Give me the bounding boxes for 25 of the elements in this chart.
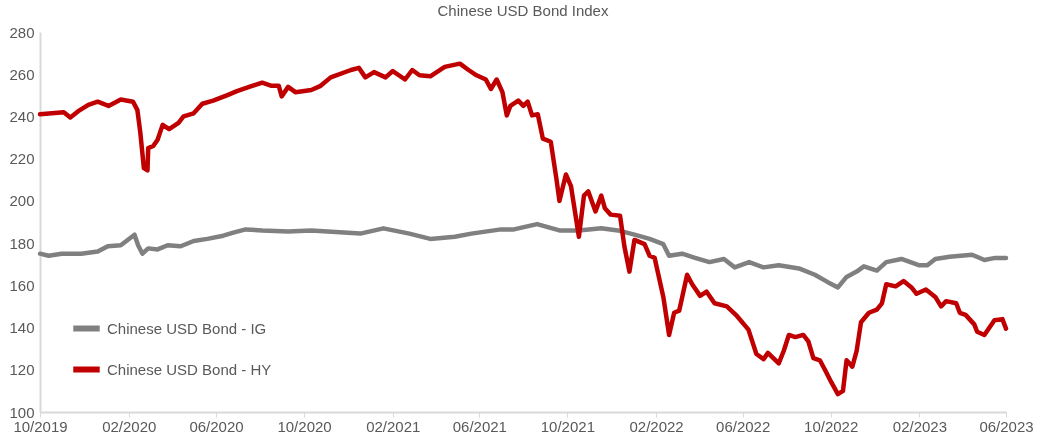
line-series: [37, 61, 1009, 397]
y-tick-label: 280: [9, 23, 35, 41]
y-tick-label: 220: [9, 150, 35, 168]
legend-label: Chinese USD Bond - IG: [107, 319, 267, 337]
y-tick-label: 120: [9, 361, 35, 379]
x-tick-label: 02/2022: [629, 417, 684, 435]
x-tick-label: 06/2023: [979, 417, 1034, 435]
x-tick-label: 10/2021: [540, 417, 595, 435]
x-tick-label: 10/2020: [277, 417, 332, 435]
y-tick-label: 200: [9, 192, 35, 210]
y-tick-label: 240: [9, 107, 35, 125]
x-tick-label: 02/2021: [366, 417, 421, 435]
y-tick-label: 180: [9, 234, 35, 252]
y-tick-label: 260: [9, 65, 35, 83]
y-tick-label: 160: [9, 276, 35, 294]
y-tick-label: 140: [9, 319, 35, 337]
line-series: [37, 221, 1009, 290]
x-tick-label: 10/2022: [804, 417, 859, 435]
x-tick-label: 06/2022: [716, 417, 771, 435]
chart-title: Chinese USD Bond Index: [437, 2, 609, 19]
x-tick-label: 06/2020: [189, 417, 244, 435]
x-tick-label: 02/2023: [892, 417, 948, 435]
legend-label: Chinese USD Bond - HY: [107, 360, 272, 378]
x-tick-label: 06/2021: [452, 417, 507, 435]
x-tick-label: 02/2020: [102, 417, 157, 435]
